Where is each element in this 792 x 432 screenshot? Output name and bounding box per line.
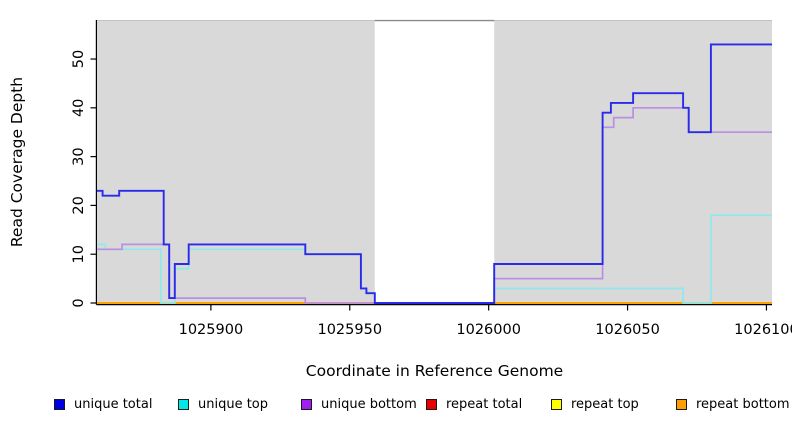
- legend-item-repeat-total: repeat total: [426, 396, 522, 413]
- legend-label: repeat total: [446, 397, 523, 412]
- y-tick-label: 10: [71, 245, 87, 263]
- y-tick-label: 20: [71, 196, 87, 214]
- legend-item-unique-bottom: unique bottom: [301, 396, 417, 413]
- y-axis-title: Read Coverage Depth: [8, 76, 26, 248]
- legend-swatch-unique-total: [54, 399, 65, 410]
- legend-label: repeat bottom: [696, 397, 790, 412]
- legend-item-unique-total: unique total: [54, 396, 152, 413]
- legend-swatch-repeat-total: [426, 399, 437, 410]
- x-axis-title: Coordinate in Reference Genome: [305, 362, 564, 380]
- legend-label: repeat top: [571, 397, 639, 412]
- legend-item-repeat-bottom: repeat bottom: [676, 396, 790, 413]
- x-tick-label: 1026050: [595, 322, 660, 338]
- x-tick-label: 1025950: [317, 322, 382, 338]
- y-tick-label: 40: [71, 99, 87, 117]
- legend-label: unique top: [198, 397, 269, 412]
- series-line-unique-total: [97, 43, 772, 304]
- y-tick-label: 30: [71, 147, 87, 165]
- legend-swatch-unique-top: [178, 399, 189, 410]
- legend-label: unique bottom: [321, 397, 417, 412]
- legend: unique total unique top unique bottom re…: [0, 396, 792, 414]
- x-tick-label: 1026000: [456, 322, 521, 338]
- legend-swatch-repeat-top: [551, 399, 562, 410]
- y-tick-label: 0: [71, 298, 87, 307]
- y-tick-label: 50: [71, 50, 87, 68]
- x-tick-label: 1025900: [179, 322, 244, 338]
- legend-item-unique-top: unique top: [178, 396, 268, 413]
- legend-swatch-unique-bottom: [301, 399, 312, 410]
- legend-item-repeat-top: repeat top: [551, 396, 639, 413]
- series-line-unique-bottom: [97, 106, 772, 304]
- legend-swatch-repeat-bottom: [676, 399, 687, 410]
- coverage-gap-band: [374, 20, 495, 304]
- legend-label: unique total: [74, 397, 153, 412]
